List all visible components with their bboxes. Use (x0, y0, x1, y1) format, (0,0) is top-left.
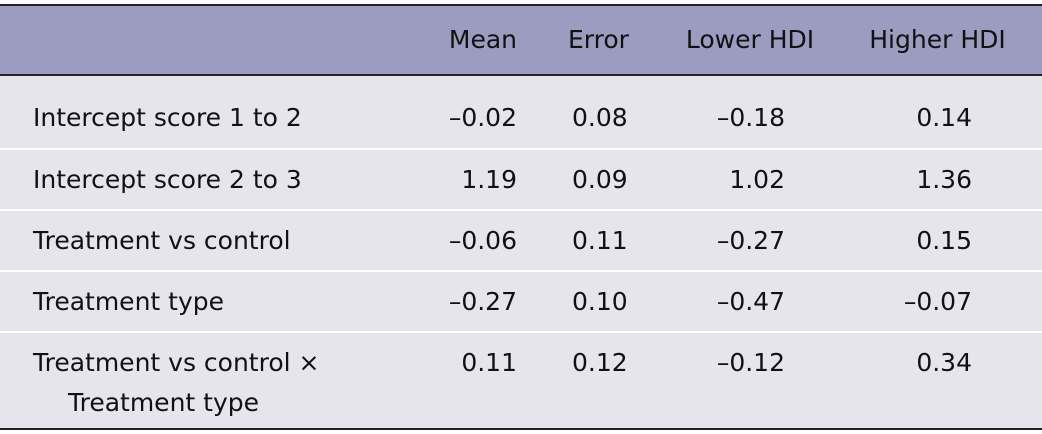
column-header: Lower HDI (685, 25, 815, 54)
value-cell: –0.12 (716, 348, 785, 377)
value-cell: 1.19 (461, 165, 517, 194)
row-label: Treatment type (33, 287, 225, 316)
value-cell: 1.36 (916, 165, 972, 194)
column-header: Mean (448, 25, 517, 54)
value-cell: –0.18 (716, 103, 785, 132)
value-cell: 0.11 (461, 348, 517, 377)
value-cell: –0.06 (448, 226, 517, 255)
value-cell: 0.15 (916, 226, 972, 255)
column-header: Error (568, 25, 629, 54)
header-rule (0, 74, 1042, 76)
value-cell: 0.10 (572, 287, 628, 316)
header-band (0, 6, 1042, 74)
row-separator (0, 331, 1042, 333)
value-cell: –0.07 (903, 287, 972, 316)
value-cell: 0.09 (572, 165, 628, 194)
row-separator (0, 209, 1042, 211)
row-separator (0, 148, 1042, 150)
row-separator (0, 270, 1042, 272)
value-cell: 0.08 (572, 103, 628, 132)
value-cell: 0.11 (572, 226, 628, 255)
column-header: Higher HDI (869, 25, 1006, 54)
value-cell: 0.12 (572, 348, 628, 377)
row-label: Intercept score 1 to 2 (33, 103, 302, 132)
row-label: Treatment vs control (33, 226, 291, 255)
value-cell: 0.14 (916, 103, 972, 132)
value-cell: –0.02 (448, 103, 517, 132)
value-cell: 1.02 (729, 165, 785, 194)
top-rule (0, 4, 1042, 6)
value-cell: 0.34 (916, 348, 972, 377)
bottom-rule (0, 428, 1042, 430)
value-cell: –0.27 (716, 226, 785, 255)
body-band (0, 76, 1042, 428)
value-cell: –0.47 (716, 287, 785, 316)
row-label: Treatment vs control × Treatment type (33, 348, 320, 417)
row-label: Intercept score 2 to 3 (33, 165, 302, 194)
value-cell: –0.27 (448, 287, 517, 316)
